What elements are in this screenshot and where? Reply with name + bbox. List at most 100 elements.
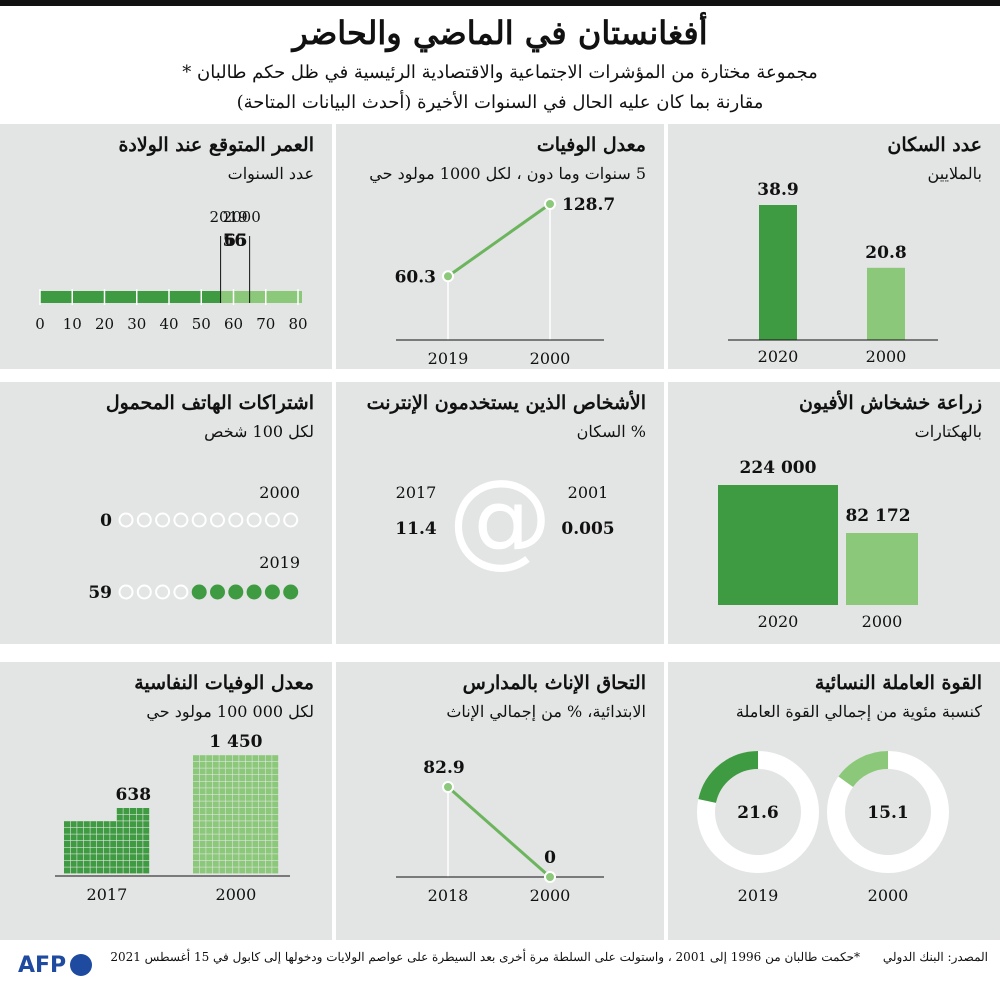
life-tick-50: 50 <box>192 315 211 333</box>
maternal-cell-2000 <box>206 821 213 828</box>
maternal-cell-2000 <box>272 808 279 814</box>
maternal-cell-2000 <box>199 755 206 762</box>
maternal-cell-2000 <box>193 794 199 801</box>
maternal-cell-2000 <box>259 854 265 861</box>
opium-panel: 224 000 2020 82 172 2000 زراعة خشخاش الأفيو… <box>668 382 1000 644</box>
maternal-cell-2000 <box>199 847 206 854</box>
maternal-cell-2000 <box>239 854 246 861</box>
opium-chart: 224 000 2020 82 172 2000 <box>718 458 918 631</box>
maternal-cell-2000 <box>212 827 219 834</box>
mobile-dot-2000-1 <box>118 512 134 528</box>
maternal-cell-2000 <box>199 814 206 821</box>
maternal-cell-2017 <box>70 867 77 874</box>
maternal-cell-2017 <box>143 847 150 854</box>
maternal-cell-2000 <box>245 841 252 847</box>
mobile-panel: 2000 0 2019 59 اشتراكات الهاتف المحمول لكل … <box>0 382 332 644</box>
internet-year-2017: 2017 <box>396 483 437 502</box>
maternal-cell-2017 <box>64 834 70 841</box>
maternal-cell-2017 <box>130 854 136 861</box>
maternal-cell-2017 <box>77 841 84 847</box>
maternal-cell-2017 <box>123 821 130 828</box>
maternal-cell-2000 <box>206 768 213 775</box>
maternal-cell-2000 <box>252 761 259 768</box>
maternal-cell-2017 <box>83 841 90 847</box>
footer-source: المصدر: البنك الدولي <box>882 950 988 964</box>
mobile-dot-2000-4 <box>173 512 189 528</box>
maternal-cell-2000 <box>206 781 213 788</box>
maternal-cell-2000 <box>199 761 206 768</box>
maternal-cell-2000 <box>193 847 199 854</box>
maternal-cell-2000 <box>252 801 259 808</box>
maternal-cell-2017 <box>123 827 130 834</box>
maternal-cell-2000 <box>199 854 206 861</box>
maternal-cell-2000 <box>259 827 265 834</box>
maternal-cell-2000 <box>272 781 279 788</box>
maternal-cell-2000 <box>245 808 252 814</box>
maternal-cell-2000 <box>239 867 246 874</box>
maternal-cell-2000 <box>265 867 272 874</box>
maternal-cell-2000 <box>212 814 219 821</box>
maternal-cell-2000 <box>252 814 259 821</box>
maternal-cell-2000 <box>199 841 206 847</box>
mobile-dot-2019-7 <box>228 584 244 600</box>
population-chart: 38.9 2020 20.8 2000 <box>728 180 938 366</box>
mobile-dot-2000-8 <box>246 512 262 528</box>
maternal-cell-2017 <box>123 854 130 861</box>
maternal-cell-2000 <box>193 827 199 834</box>
maternal-cell-2000 <box>199 827 206 834</box>
maternal-cell-2000 <box>226 854 232 861</box>
life-year-2000: 2000 <box>223 208 261 226</box>
maternal-cell-2000 <box>259 867 265 874</box>
subtitle-line-1: مجموعة مختارة من المؤشرات الاجتماعية وال… <box>182 62 818 83</box>
maternal-value-2017: 638 <box>116 785 152 805</box>
maternal-cell-2000 <box>193 761 199 768</box>
labor-chart: 21.6 2019 15.1 2000 <box>697 751 949 905</box>
maternal-cell-2017 <box>136 808 143 814</box>
maternal-cell-2000 <box>206 775 213 781</box>
maternal-cell-2017 <box>64 841 70 847</box>
maternal-cell-2017 <box>97 860 103 867</box>
maternal-cell-2000 <box>272 847 279 854</box>
maternal-cell-2000 <box>206 841 213 847</box>
mobile-chart: 2000 0 2019 59 <box>88 483 300 603</box>
maternal-cell-2017 <box>64 847 70 854</box>
maternal-cell-2017 <box>77 821 84 828</box>
maternal-cell-2017 <box>130 808 136 814</box>
maternal-cell-2000 <box>239 788 246 795</box>
maternal-cell-2000 <box>212 808 219 814</box>
maternal-cell-2017 <box>70 860 77 867</box>
mobile-dot-2000-3 <box>155 512 171 528</box>
maternal-cell-2000 <box>206 814 213 821</box>
maternal-cell-2000 <box>212 768 219 775</box>
maternal-year-2000: 2000 <box>216 885 257 904</box>
maternal-cell-2000 <box>199 794 206 801</box>
maternal-cell-2000 <box>219 755 226 762</box>
maternal-cell-2000 <box>259 801 265 808</box>
population-panel: 38.9 2020 20.8 2000 عدد السكان بالملايين <box>668 124 1000 369</box>
maternal-cell-2000 <box>193 867 199 874</box>
maternal-cell-2017 <box>136 860 143 867</box>
maternal-cell-2000 <box>252 854 259 861</box>
maternal-cell-2017 <box>116 808 123 814</box>
maternal-cell-2017 <box>143 808 150 814</box>
population-value-2000: 20.8 <box>865 243 906 263</box>
maternal-cell-2017 <box>90 867 97 874</box>
maternal-cell-2017 <box>130 814 136 821</box>
maternal-cell-2000 <box>265 808 272 814</box>
maternal-cell-2000 <box>199 821 206 828</box>
maternal-cell-2000 <box>212 821 219 828</box>
maternal-cell-2017 <box>116 821 123 828</box>
maternal-cell-2017 <box>130 860 136 867</box>
maternal-cell-2017 <box>97 834 103 841</box>
maternal-cell-2000 <box>245 781 252 788</box>
maternal-cell-2000 <box>193 788 199 795</box>
maternal-cell-2000 <box>199 860 206 867</box>
maternal-cell-2017 <box>83 867 90 874</box>
maternal-cell-2017 <box>83 860 90 867</box>
opium-year-2000: 2000 <box>862 612 903 631</box>
enrollment-panel: 82.9 2018 0 2000 التحاق الإناث بالمدارس الا… <box>336 662 664 940</box>
opium-year-2020: 2020 <box>758 612 799 631</box>
maternal-cell-2000 <box>272 860 279 867</box>
maternal-cell-2000 <box>245 867 252 874</box>
maternal-cell-2017 <box>103 827 110 834</box>
